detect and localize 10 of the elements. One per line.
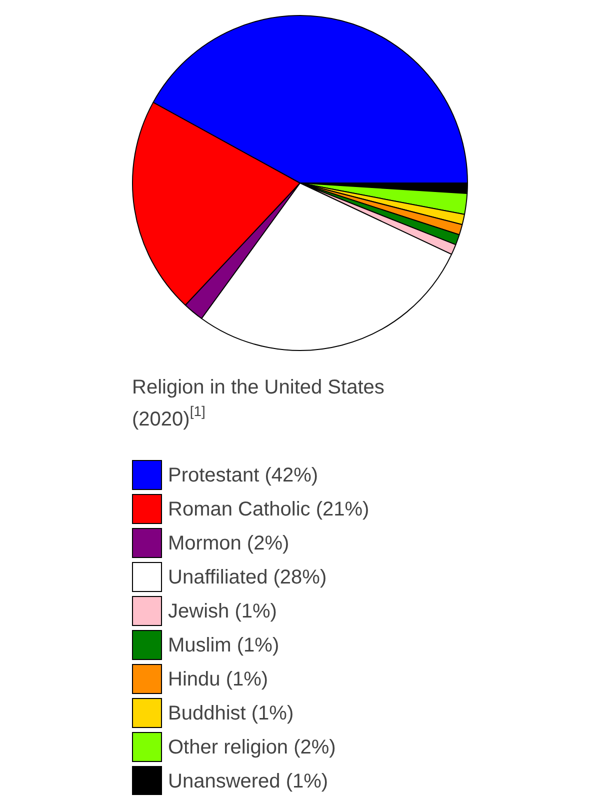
legend-label: Protestant (42%)	[168, 464, 318, 487]
legend-label: Hindu (1%)	[168, 668, 268, 691]
legend-label: Mormon (2%)	[168, 532, 290, 555]
legend-label: Roman Catholic (21%)	[168, 498, 370, 521]
legend-label: Other religion (2%)	[168, 736, 336, 759]
legend-label: Unaffiliated (28%)	[168, 566, 327, 589]
legend-label: Buddhist (1%)	[168, 702, 294, 725]
legend-label: Jewish (1%)	[168, 600, 277, 623]
legend-label: Unanswered (1%)	[168, 770, 328, 793]
legend-label: Muslim (1%)	[168, 634, 280, 657]
